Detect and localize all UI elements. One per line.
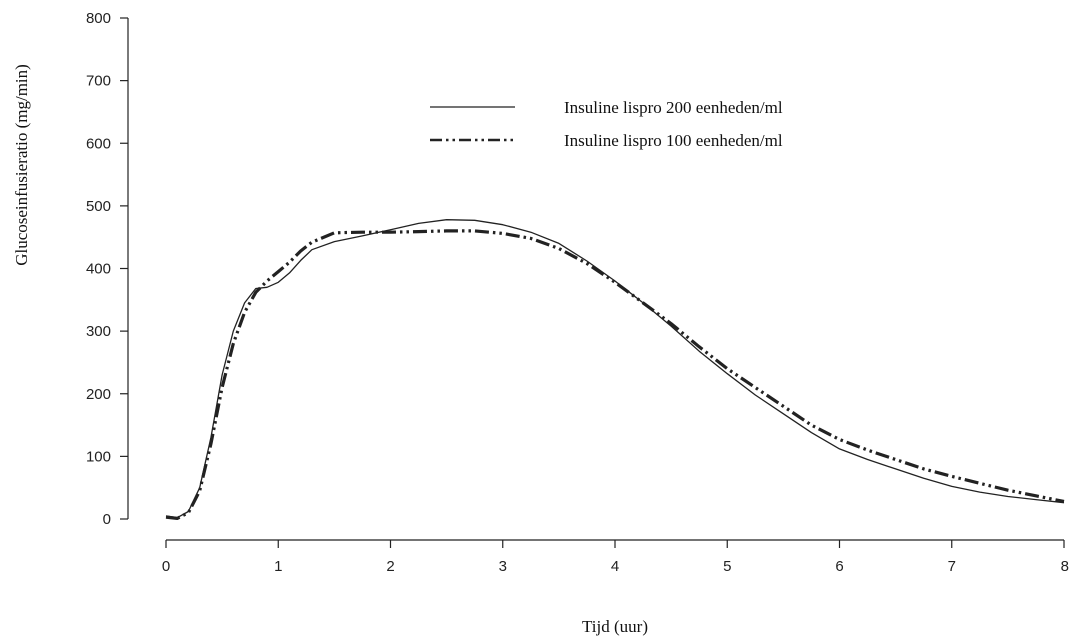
y-tick-label: 700 xyxy=(86,73,111,90)
x-tick-label: 3 xyxy=(499,558,507,575)
series-line-1 xyxy=(165,229,1065,520)
y-tick-label: 0 xyxy=(103,511,111,528)
y-tick-label: 200 xyxy=(86,386,111,403)
y-tick-label: 500 xyxy=(86,198,111,215)
x-tick-label: 8 xyxy=(1061,558,1069,575)
x-tick-label: 0 xyxy=(162,558,170,575)
y-tick-label: 300 xyxy=(86,323,111,340)
legend-label-100: Insuline lispro 100 eenheden/ml xyxy=(564,131,783,150)
y-tick-label: 800 xyxy=(86,10,111,27)
series-lines xyxy=(165,219,1065,520)
x-tick-label: 5 xyxy=(723,558,731,575)
y-tick-label: 100 xyxy=(86,448,111,465)
legend: Insuline lispro 200 eenheden/ml Insuline… xyxy=(430,98,783,150)
y-tick-label: 600 xyxy=(86,135,111,152)
x-axis: 0 1 2 3 4 5 6 7 8 xyxy=(162,539,1069,575)
y-tick-label: 400 xyxy=(86,261,111,278)
legend-label-200: Insuline lispro 200 eenheden/ml xyxy=(564,98,783,117)
y-axis-title: Glucoseinfusieratio (mg/min) xyxy=(12,64,31,266)
x-tick-label: 6 xyxy=(835,558,843,575)
x-tick-label: 4 xyxy=(611,558,619,575)
x-axis-title: Tijd (uur) xyxy=(582,617,648,636)
y-axis: 0 100 200 300 400 500 600 700 800 xyxy=(86,10,129,528)
x-tick-label: 1 xyxy=(274,558,282,575)
x-tick-label: 2 xyxy=(386,558,394,575)
series-line-0 xyxy=(165,219,1065,519)
x-tick-label: 7 xyxy=(948,558,956,575)
